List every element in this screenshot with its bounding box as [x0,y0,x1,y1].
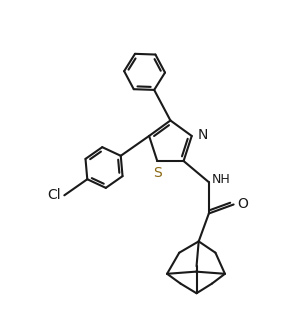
Text: Cl: Cl [47,188,60,202]
Text: NH: NH [212,173,230,186]
Text: S: S [153,166,162,180]
Text: O: O [238,197,249,212]
Text: N: N [197,128,208,142]
